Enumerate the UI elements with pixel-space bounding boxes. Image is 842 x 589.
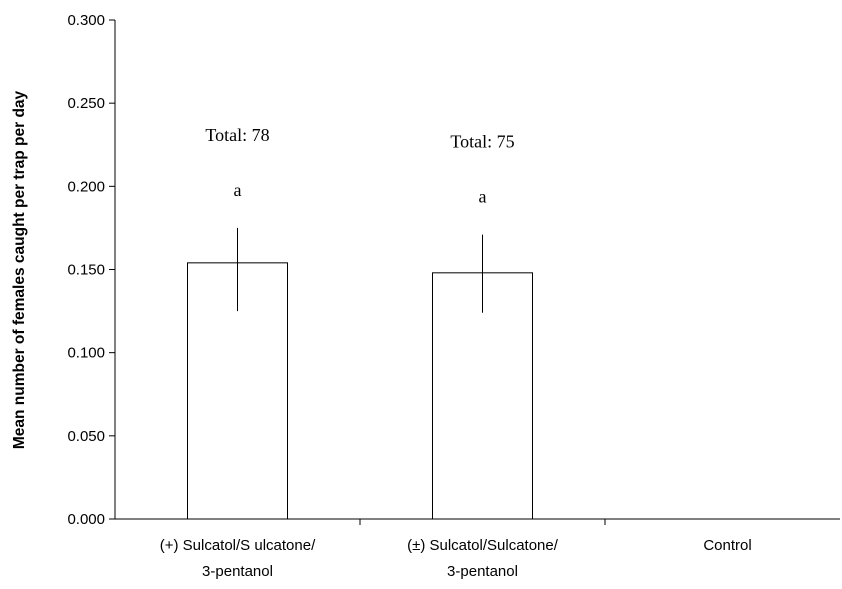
significance-letter: a xyxy=(479,187,487,207)
x-tick-label: (+) Sulcatol/S ulcatone/3-pentanol xyxy=(160,537,316,580)
y-tick-label: 0.200 xyxy=(67,178,105,195)
total-label: Total: 75 xyxy=(450,132,514,152)
bar xyxy=(432,272,533,520)
x-tick-label: Control xyxy=(703,537,751,554)
y-tick-label: 0.150 xyxy=(67,262,105,279)
x-tick-label-line: Control xyxy=(703,537,751,554)
x-tick-label-line: 3-pentanol xyxy=(447,563,518,580)
x-tick-label-line: (+) Sulcatol/S ulcatone/ xyxy=(160,537,316,554)
y-axis-title: Mean number of females caught per trap p… xyxy=(11,90,28,449)
y-tick-label: 0.050 xyxy=(67,428,105,445)
x-tick-label-line: (±) Sulcatol/Sulcatone/ xyxy=(407,537,559,554)
y-tick-label: 0.000 xyxy=(67,511,105,528)
y-tick-label: 0.300 xyxy=(67,12,105,29)
y-tick-label: 0.100 xyxy=(67,345,105,362)
x-tick-label: (±) Sulcatol/Sulcatone/3-pentanol xyxy=(407,537,559,580)
x-tick-label-line: 3-pentanol xyxy=(202,563,273,580)
total-label: Total: 78 xyxy=(205,125,269,145)
plot-area: 0.000 0.050 0.100 0.150 0.200 0.250 0.300 a Tota… xyxy=(67,12,840,580)
significance-letter: a xyxy=(234,180,242,200)
y-tick-label: 0.250 xyxy=(67,95,105,112)
